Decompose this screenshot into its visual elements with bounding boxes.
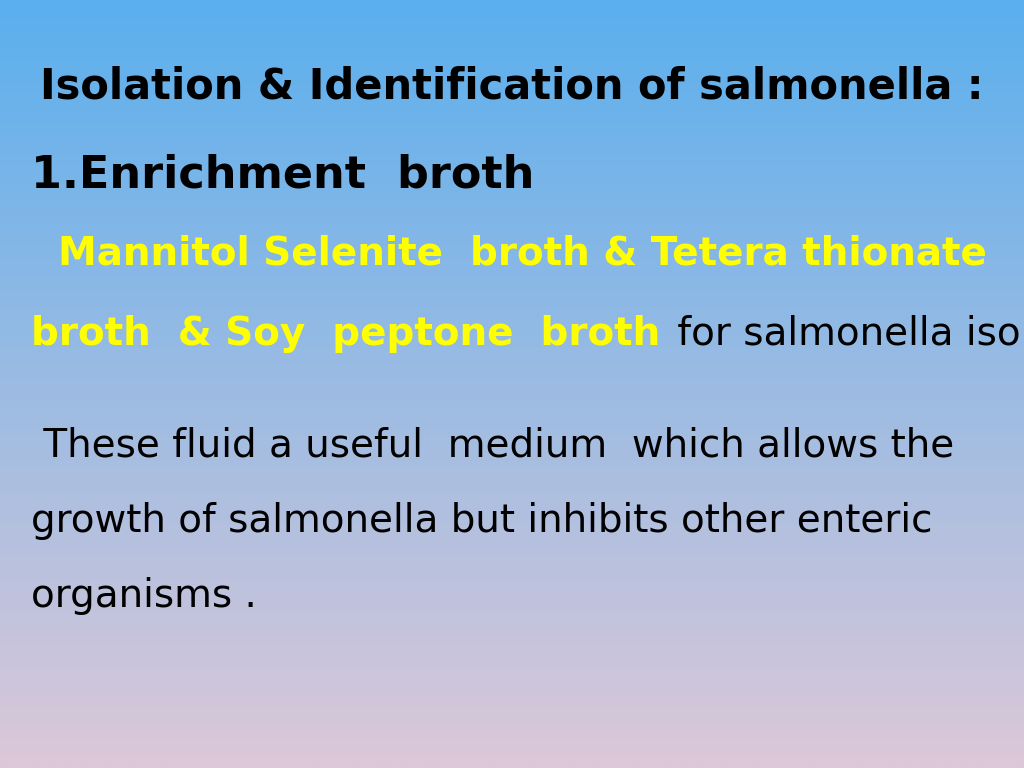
Text: Isolation & Identification of salmonella :: Isolation & Identification of salmonella… [40, 65, 984, 108]
Text: These fluid a useful  medium  which allows the: These fluid a useful medium which allows… [31, 426, 954, 464]
Text: 1.Enrichment  broth: 1.Enrichment broth [31, 154, 535, 197]
Text: broth  & Soy  peptone  broth: broth & Soy peptone broth [31, 315, 660, 353]
Text: organisms .: organisms . [31, 577, 257, 614]
Text: growth of salmonella but inhibits other enteric: growth of salmonella but inhibits other … [31, 502, 932, 539]
Text: Mannitol Selenite  broth & Tetera thionate: Mannitol Selenite broth & Tetera thionat… [31, 234, 986, 272]
Text: for salmonella isolation from stool  specimen .: for salmonella isolation from stool spec… [666, 315, 1024, 353]
